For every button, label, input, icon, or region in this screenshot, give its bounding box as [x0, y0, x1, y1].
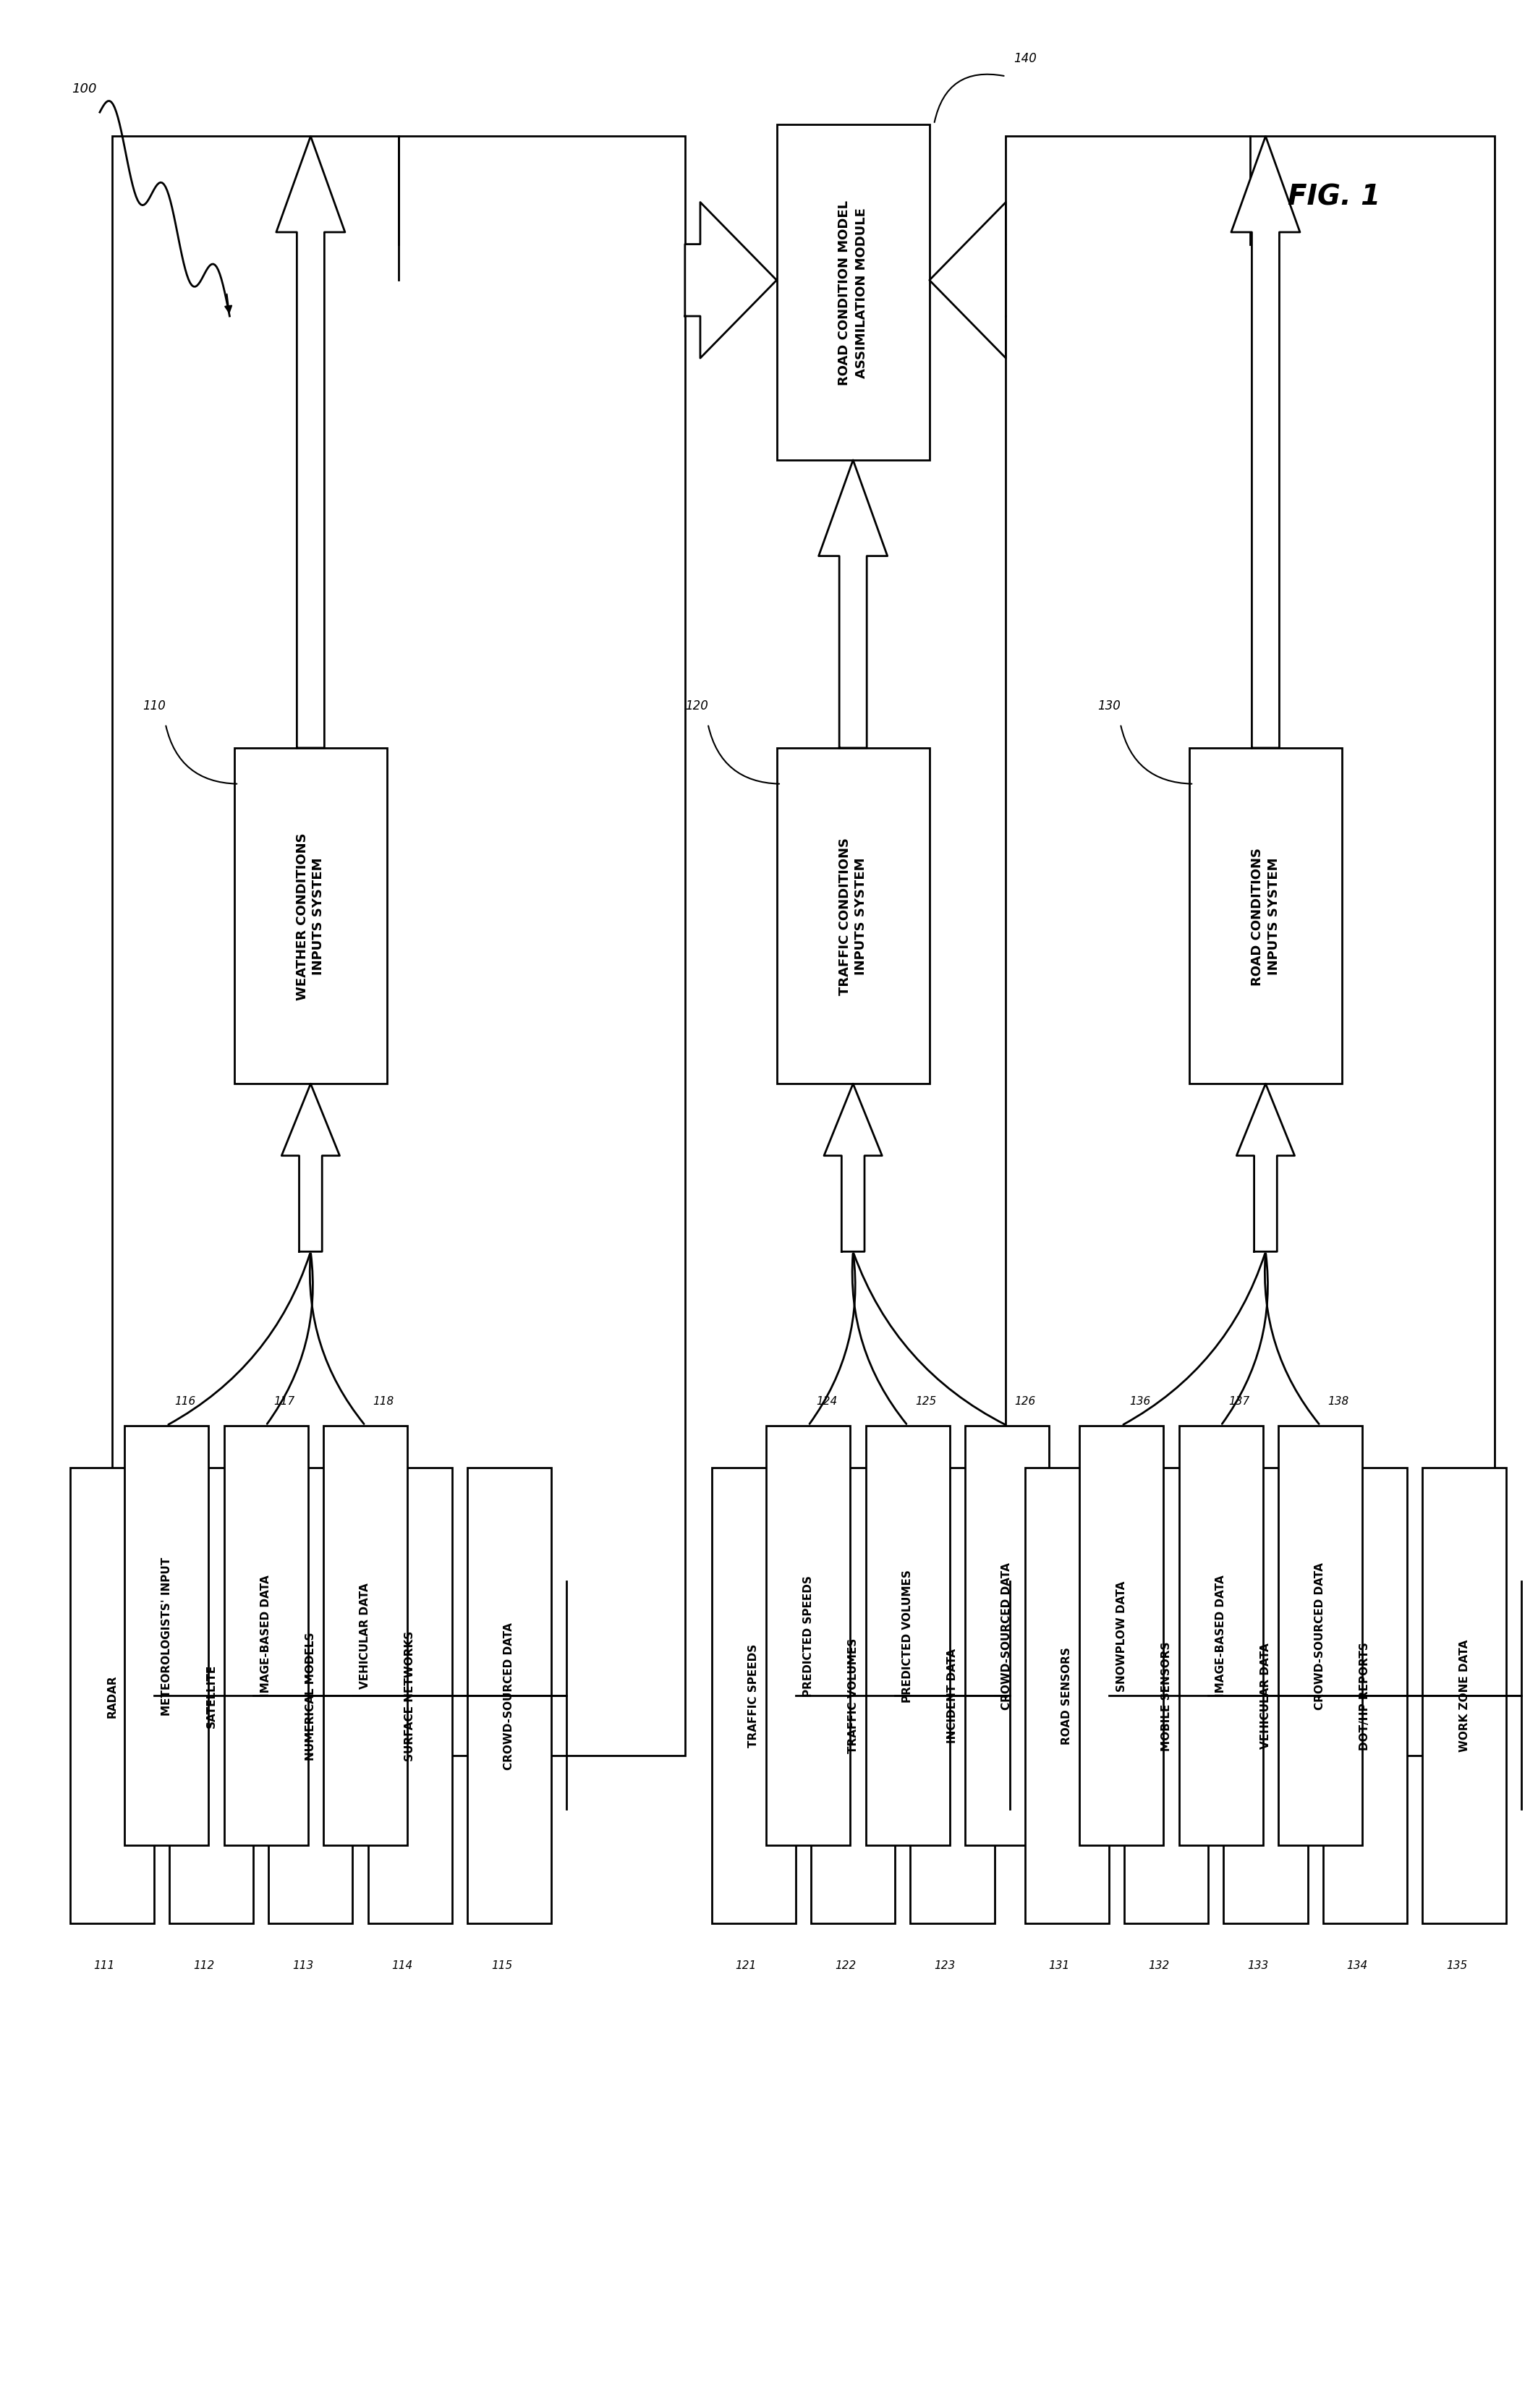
Text: 130: 130	[1098, 698, 1121, 713]
Text: 136: 136	[1129, 1397, 1150, 1406]
Text: 131: 131	[1049, 1960, 1070, 1970]
Text: 116: 116	[174, 1397, 195, 1406]
Text: 124: 124	[817, 1397, 837, 1406]
Text: CROWD-SOURCED DATA: CROWD-SOURCED DATA	[1001, 1563, 1012, 1710]
Text: 111: 111	[94, 1960, 115, 1970]
Bar	[69, 1469, 154, 1924]
Bar	[910, 1469, 995, 1924]
Bar	[1080, 1426, 1164, 1845]
Text: VEHICULAR DATA: VEHICULAR DATA	[360, 1582, 371, 1688]
Text: MOBILE SENSORS: MOBILE SENSORS	[1161, 1640, 1172, 1751]
Text: SNOWPLOW DATA: SNOWPLOW DATA	[1117, 1580, 1127, 1690]
Text: 126: 126	[1015, 1397, 1035, 1406]
Bar	[712, 1469, 795, 1924]
Text: 123: 123	[934, 1960, 955, 1970]
Text: DOT/HP REPORTS: DOT/HP REPORTS	[1360, 1642, 1370, 1751]
Bar	[1423, 1469, 1506, 1924]
Text: 138: 138	[1327, 1397, 1349, 1406]
Bar	[112, 137, 684, 1755]
Text: CROWD-SOURCED DATA: CROWD-SOURCED DATA	[1315, 1563, 1326, 1710]
Text: INCIDENT DATA: INCIDENT DATA	[947, 1647, 958, 1743]
Text: 112: 112	[194, 1960, 214, 1970]
Text: 100: 100	[72, 82, 97, 96]
Text: 140: 140	[1014, 53, 1037, 65]
Text: FIG. 1: FIG. 1	[1287, 183, 1381, 209]
Text: 113: 113	[292, 1960, 314, 1970]
Text: TRAFFIC SPEEDS: TRAFFIC SPEEDS	[749, 1645, 760, 1748]
Text: 120: 120	[684, 698, 707, 713]
Text: 135: 135	[1446, 1960, 1467, 1970]
Bar	[468, 1469, 551, 1924]
Bar	[125, 1426, 209, 1845]
Text: PREDICTED VOLUMES: PREDICTED VOLUMES	[903, 1570, 914, 1702]
Bar	[234, 749, 388, 1084]
Polygon shape	[824, 1084, 883, 1252]
Text: TRAFFIC VOLUMES: TRAFFIC VOLUMES	[847, 1637, 858, 1753]
Bar	[1224, 1469, 1307, 1924]
Polygon shape	[929, 202, 1006, 359]
Text: ROAD CONDITIONS
INPUTS SYSTEM: ROAD CONDITIONS INPUTS SYSTEM	[1250, 848, 1280, 985]
Text: TRAFFIC CONDITIONS
INPUTS SYSTEM: TRAFFIC CONDITIONS INPUTS SYSTEM	[838, 838, 867, 995]
Text: 132: 132	[1147, 1960, 1169, 1970]
Bar	[811, 1469, 895, 1924]
Text: 122: 122	[835, 1960, 857, 1970]
Text: 115: 115	[491, 1960, 512, 1970]
Text: ROAD CONDITION MODEL
ASSIMILATION MODULE: ROAD CONDITION MODEL ASSIMILATION MODULE	[838, 200, 867, 385]
Text: SURFACE NETWORKS: SURFACE NETWORKS	[404, 1630, 415, 1760]
Bar	[777, 749, 929, 1084]
Text: IMAGE-BASED DATA: IMAGE-BASED DATA	[260, 1575, 271, 1698]
Text: 125: 125	[915, 1397, 937, 1406]
Text: 114: 114	[392, 1960, 412, 1970]
Text: SATELLITE: SATELLITE	[206, 1664, 217, 1727]
Text: RADAR: RADAR	[106, 1674, 117, 1717]
Text: 134: 134	[1347, 1960, 1367, 1970]
Bar	[964, 1426, 1049, 1845]
Bar	[269, 1469, 352, 1924]
Text: 121: 121	[735, 1960, 757, 1970]
Bar	[777, 125, 929, 460]
Bar	[368, 1469, 452, 1924]
Polygon shape	[818, 460, 887, 749]
Bar	[1024, 1469, 1109, 1924]
Bar	[1189, 749, 1343, 1084]
Text: NUMERICAL MODELS: NUMERICAL MODELS	[305, 1630, 315, 1760]
Text: WEATHER CONDITIONS
INPUTS SYSTEM: WEATHER CONDITIONS INPUTS SYSTEM	[297, 833, 325, 999]
Bar	[1323, 1469, 1407, 1924]
Bar	[1124, 1469, 1209, 1924]
Text: 137: 137	[1229, 1397, 1250, 1406]
Bar	[1006, 137, 1495, 1755]
Text: 117: 117	[274, 1397, 295, 1406]
Bar	[766, 1426, 851, 1845]
Text: 118: 118	[372, 1397, 394, 1406]
Text: WORK ZONE DATA: WORK ZONE DATA	[1458, 1640, 1470, 1751]
Text: PREDICTED SPEEDS: PREDICTED SPEEDS	[803, 1575, 814, 1695]
Bar	[1278, 1426, 1363, 1845]
Bar	[225, 1426, 308, 1845]
Text: ROAD SENSORS: ROAD SENSORS	[1061, 1647, 1072, 1743]
Polygon shape	[281, 1084, 340, 1252]
Polygon shape	[1237, 1084, 1295, 1252]
Text: IMAGE-BASED DATA: IMAGE-BASED DATA	[1215, 1575, 1226, 1698]
Bar	[323, 1426, 408, 1845]
Text: 110: 110	[143, 698, 166, 713]
Bar	[1178, 1426, 1263, 1845]
Bar	[169, 1469, 254, 1924]
Polygon shape	[684, 202, 777, 359]
Polygon shape	[1232, 137, 1300, 749]
Text: 133: 133	[1247, 1960, 1269, 1970]
Text: VEHICULAR DATA: VEHICULAR DATA	[1260, 1642, 1270, 1748]
Bar	[866, 1426, 949, 1845]
Text: METEOROLOGISTS' INPUT: METEOROLOGISTS' INPUT	[161, 1556, 172, 1714]
Text: CROWD-SOURCED DATA: CROWD-SOURCED DATA	[504, 1623, 515, 1770]
Polygon shape	[277, 137, 345, 749]
